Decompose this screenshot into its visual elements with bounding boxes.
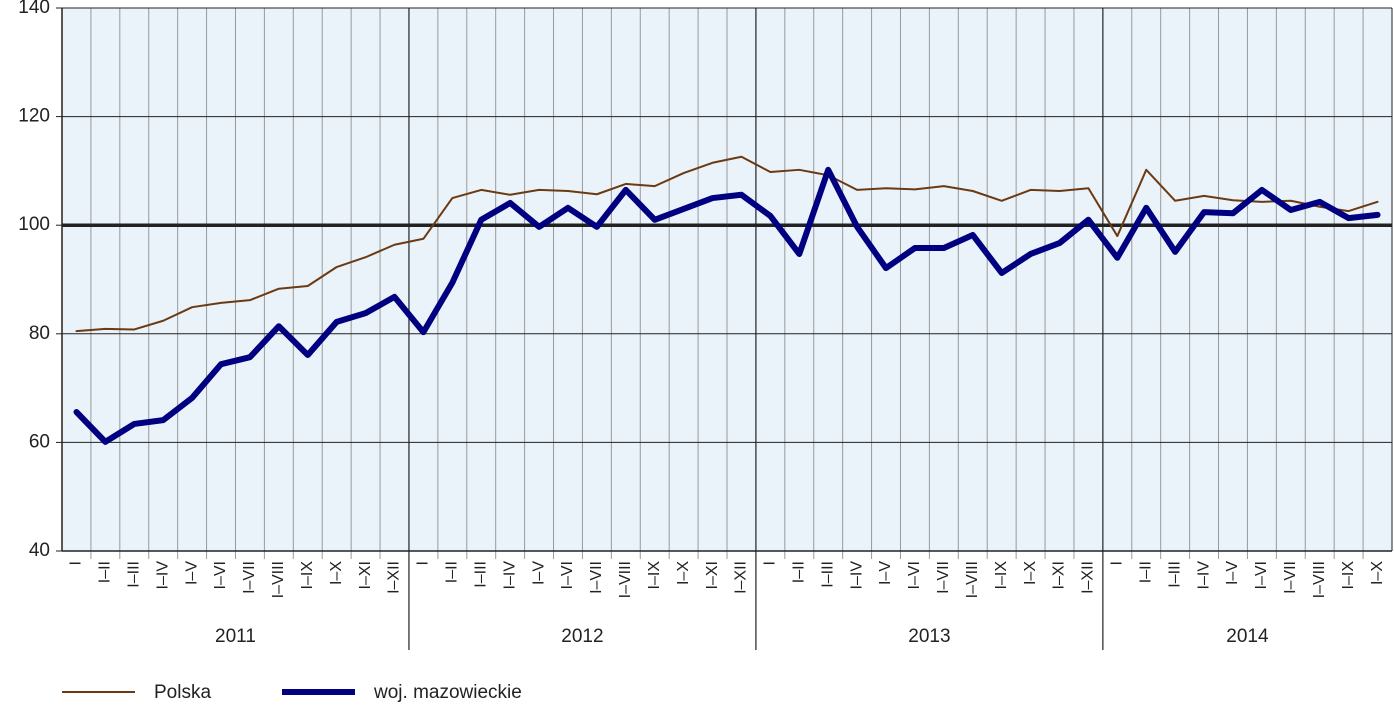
x-tick-label: I–V	[1224, 561, 1241, 585]
x-tick-label: I–IV	[848, 561, 865, 590]
x-tick-label: I–VIII	[617, 561, 634, 598]
x-tick-label: I–XII	[1080, 561, 1097, 594]
x-tick-label: I–X	[1022, 561, 1039, 585]
x-tick-label: I–IX	[299, 561, 316, 590]
x-tick-label: I–VI	[906, 561, 923, 589]
x-tick-label: I–IV	[1195, 561, 1212, 590]
legend-label: Polska	[154, 682, 211, 703]
x-tick-label: I–II	[97, 561, 114, 583]
x-tick-label: I–V	[877, 561, 894, 585]
year-label: 2013	[908, 626, 950, 647]
x-tick-label: I–XI	[357, 561, 374, 589]
y-tick-label: 40	[29, 540, 50, 561]
x-tick-label: I–VIII	[270, 561, 287, 598]
x-tick-label: I–II	[1137, 561, 1154, 583]
year-label: 2012	[561, 626, 603, 647]
x-tick-label: I–X	[675, 561, 692, 585]
year-label: 2011	[215, 626, 256, 647]
x-tick-label: I–III	[1166, 561, 1183, 588]
x-tick-label: I–X	[328, 561, 345, 585]
x-tick-label: I–IV	[154, 561, 171, 590]
x-tick-label: I–V	[183, 561, 200, 585]
x-tick-label: I–XII	[733, 561, 750, 594]
y-tick-label: 100	[18, 214, 50, 235]
x-tick-label: I–IX	[993, 561, 1010, 590]
x-tick-label: I–VII	[935, 561, 952, 594]
x-tick-label: I–VI	[212, 561, 229, 589]
x-tick-label: I	[1109, 561, 1126, 565]
x-tick-label: I–II	[444, 561, 461, 583]
x-tick-label: I–X	[1369, 561, 1386, 585]
x-tick-label: I–VIII	[964, 561, 981, 598]
y-tick-label: 120	[18, 106, 50, 127]
series-line	[75, 155, 1379, 333]
x-tick-label: I	[415, 561, 432, 565]
x-tick-label: I–VI	[559, 561, 576, 589]
x-tick-label: I–IV	[501, 561, 518, 590]
x-tick-label: I–VII	[588, 561, 605, 594]
x-tick-label: I–VII	[241, 561, 258, 594]
x-tick-label: I–VI	[1253, 561, 1270, 589]
x-tick-label: I–III	[472, 561, 489, 588]
x-tick-label: I–III	[126, 561, 143, 588]
x-tick-label: I–XII	[386, 561, 403, 594]
y-tick-label: 60	[29, 431, 50, 452]
year-label: 2014	[1226, 626, 1269, 647]
x-tick-label: I–V	[530, 561, 547, 585]
x-tick-label: I–IX	[646, 561, 663, 590]
y-tick-label: 140	[18, 0, 50, 18]
x-tick-label: I–VII	[1282, 561, 1299, 594]
y-tick-label: 80	[29, 323, 50, 344]
x-tick-label: I–XI	[1051, 561, 1068, 589]
x-tick-label: I–VIII	[1311, 561, 1328, 598]
x-tick-label: I–II	[791, 561, 808, 583]
x-tick-label: I–IX	[1340, 561, 1357, 590]
x-tick-label: I	[68, 561, 85, 565]
legend-label: woj. mazowieckie	[373, 682, 522, 703]
x-tick-label: I–III	[819, 561, 836, 588]
series-line	[73, 166, 1381, 445]
x-tick-label: I–XI	[704, 561, 721, 589]
x-tick-label: I	[762, 561, 779, 565]
